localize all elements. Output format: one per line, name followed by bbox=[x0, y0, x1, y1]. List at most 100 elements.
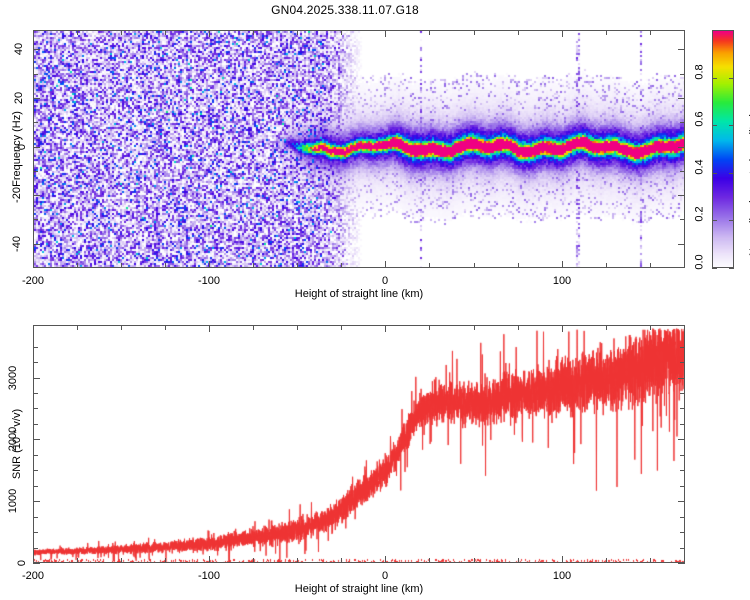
figure-title: GN04.2025.338.11.07.G18 bbox=[271, 3, 419, 17]
x-tick-major-top bbox=[562, 30, 563, 37]
x-tick-minor-top bbox=[341, 325, 342, 330]
y-tick-minor bbox=[33, 347, 38, 348]
colorbar-tick-label: 0.8 bbox=[693, 64, 706, 80]
x-tick-minor-top bbox=[429, 325, 430, 330]
x-tick-label: -100 bbox=[197, 275, 221, 287]
x-tick-minor-top bbox=[429, 30, 430, 35]
colorbar-tick bbox=[712, 78, 717, 79]
x-tick-minor-top bbox=[121, 325, 122, 330]
colorbar-tick bbox=[729, 268, 734, 269]
y-tick-major-right bbox=[678, 49, 685, 50]
spectrogram-image bbox=[34, 31, 684, 267]
x-tick-minor bbox=[606, 558, 607, 563]
y-tick-label: 3000 bbox=[6, 365, 19, 391]
y-tick-major bbox=[33, 195, 40, 196]
x-tick-minor-top bbox=[474, 30, 475, 35]
y-tick-label: 0 bbox=[15, 559, 28, 567]
y-tick-minor bbox=[33, 517, 38, 518]
x-tick-major-top bbox=[33, 30, 34, 37]
y-tick-minor-right bbox=[680, 408, 685, 409]
y-tick-minor bbox=[33, 486, 38, 487]
y-tick-major-right bbox=[678, 439, 685, 440]
y-tick-major bbox=[33, 501, 40, 502]
spectrogram-panel bbox=[33, 30, 685, 268]
y-tick-minor-right bbox=[680, 548, 685, 549]
x-tick-minor-top bbox=[650, 325, 651, 330]
x-tick-minor-top bbox=[606, 325, 607, 330]
y-tick-minor-right bbox=[680, 470, 685, 471]
x-tick-major-top bbox=[209, 325, 210, 332]
x-tick-minor bbox=[77, 558, 78, 563]
colorbar-tick bbox=[729, 220, 734, 221]
x-tick-minor-top bbox=[253, 30, 254, 35]
colorbar bbox=[712, 30, 734, 268]
y-tick-minor bbox=[33, 424, 38, 425]
x-tick-major bbox=[209, 556, 210, 563]
spectrogram-y-axis-title: Frequency (Hz) bbox=[11, 111, 23, 187]
y-tick-minor-right bbox=[680, 122, 685, 123]
x-tick-label: -100 bbox=[197, 570, 221, 582]
y-tick-minor-right bbox=[680, 347, 685, 348]
y-tick-label: 40 bbox=[12, 42, 25, 56]
y-tick-label: -20 bbox=[11, 187, 24, 203]
colorbar-tick bbox=[712, 268, 717, 269]
y-tick-minor-right bbox=[680, 171, 685, 172]
y-tick-minor-right bbox=[680, 517, 685, 518]
y-tick-major bbox=[33, 439, 40, 440]
x-tick-major bbox=[562, 261, 563, 268]
x-tick-minor bbox=[429, 263, 430, 268]
colorbar-tick bbox=[729, 173, 734, 174]
x-tick-minor-top bbox=[341, 30, 342, 35]
colorbar-tick bbox=[712, 173, 717, 174]
x-tick-major bbox=[33, 556, 34, 563]
x-tick-minor-top bbox=[297, 30, 298, 35]
y-tick-minor bbox=[33, 219, 38, 220]
x-tick-minor bbox=[341, 558, 342, 563]
x-tick-major-top bbox=[209, 30, 210, 37]
y-tick-minor-right bbox=[680, 532, 685, 533]
y-tick-label: -40 bbox=[11, 236, 24, 252]
colorbar-tick-label: 0.6 bbox=[693, 111, 706, 127]
x-tick-minor bbox=[297, 558, 298, 563]
y-tick-major bbox=[33, 147, 40, 148]
colorbar-tick bbox=[729, 125, 734, 126]
y-tick-label: 1000 bbox=[6, 488, 19, 514]
x-tick-minor bbox=[165, 558, 166, 563]
x-tick-minor bbox=[518, 263, 519, 268]
colorbar-tick-label: 0.0 bbox=[693, 254, 706, 270]
y-tick-label: 20 bbox=[12, 91, 25, 105]
y-tick-minor-right bbox=[680, 486, 685, 487]
x-tick-minor-top bbox=[474, 325, 475, 330]
y-tick-minor bbox=[33, 362, 38, 363]
y-tick-major bbox=[33, 98, 40, 99]
x-tick-minor bbox=[650, 263, 651, 268]
x-tick-major bbox=[33, 261, 34, 268]
x-tick-minor bbox=[429, 558, 430, 563]
y-tick-major bbox=[33, 378, 40, 379]
colorbar-gradient bbox=[713, 31, 733, 267]
y-tick-minor-right bbox=[680, 393, 685, 394]
x-tick-minor bbox=[121, 558, 122, 563]
snr-trace bbox=[34, 326, 684, 562]
y-tick-minor bbox=[33, 122, 38, 123]
x-tick-minor bbox=[77, 263, 78, 268]
x-tick-minor bbox=[165, 263, 166, 268]
spectrogram-x-axis-title: Height of straight line (km) bbox=[294, 288, 424, 300]
x-tick-minor-top bbox=[121, 30, 122, 35]
x-tick-major bbox=[562, 556, 563, 563]
y-tick-minor bbox=[33, 408, 38, 409]
y-tick-major bbox=[33, 49, 40, 50]
x-tick-label: 0 bbox=[381, 570, 389, 582]
y-tick-major bbox=[33, 244, 40, 245]
y-tick-major-right bbox=[678, 501, 685, 502]
colorbar-tick bbox=[712, 220, 717, 221]
y-tick-minor bbox=[33, 393, 38, 394]
x-tick-minor-top bbox=[606, 30, 607, 35]
y-tick-minor-right bbox=[680, 455, 685, 456]
x-tick-minor-top bbox=[77, 325, 78, 330]
y-tick-minor bbox=[33, 455, 38, 456]
y-tick-minor-right bbox=[680, 362, 685, 363]
y-tick-major-right bbox=[678, 98, 685, 99]
x-tick-label: -200 bbox=[21, 275, 45, 287]
